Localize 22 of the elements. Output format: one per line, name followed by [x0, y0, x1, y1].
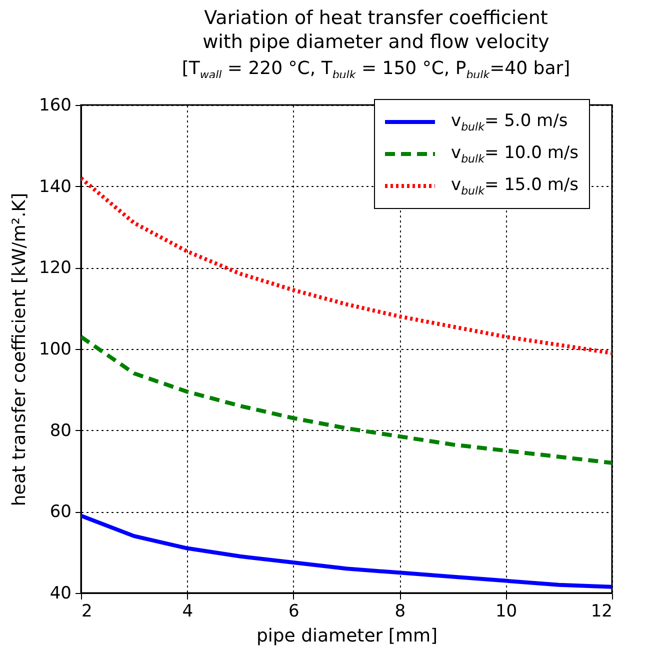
chart-title: Variation of heat transfer coefficient with pipe diameter and flow velocity — [202, 6, 550, 54]
line-series — [81, 176, 612, 356]
legend-label: v$_{bulk}$= 15.0 m/s — [451, 174, 579, 198]
y-tick-label: 60 — [50, 502, 72, 522]
y-tick-label: 140 — [39, 176, 72, 197]
line-series — [81, 514, 612, 589]
y-axis-title: heat transfer coefficient [kW/m².K] — [9, 192, 30, 506]
y-tick-label: 160 — [39, 96, 72, 116]
y-tick-label: 120 — [39, 258, 72, 278]
y-tick-label: 100 — [39, 340, 72, 360]
legend-label: v$_{bulk}$= 5.0 m/s — [451, 110, 568, 134]
x-tick-label: 4 — [182, 602, 194, 622]
x-tick-label: 2 — [82, 602, 92, 622]
y-tick-label: 40 — [50, 584, 72, 604]
y-tick-label: 80 — [50, 420, 72, 441]
x-tick-label: 10 — [495, 602, 518, 622]
legend-label: v$_{bulk}$= 10.0 m/s — [451, 142, 579, 166]
x-tick-label: 12 — [590, 602, 612, 622]
x-tick-label: 6 — [288, 602, 300, 622]
line-series — [81, 334, 612, 465]
x-axis-title: pipe diameter [mm] — [256, 626, 438, 646]
x-tick-label: 8 — [394, 602, 406, 622]
